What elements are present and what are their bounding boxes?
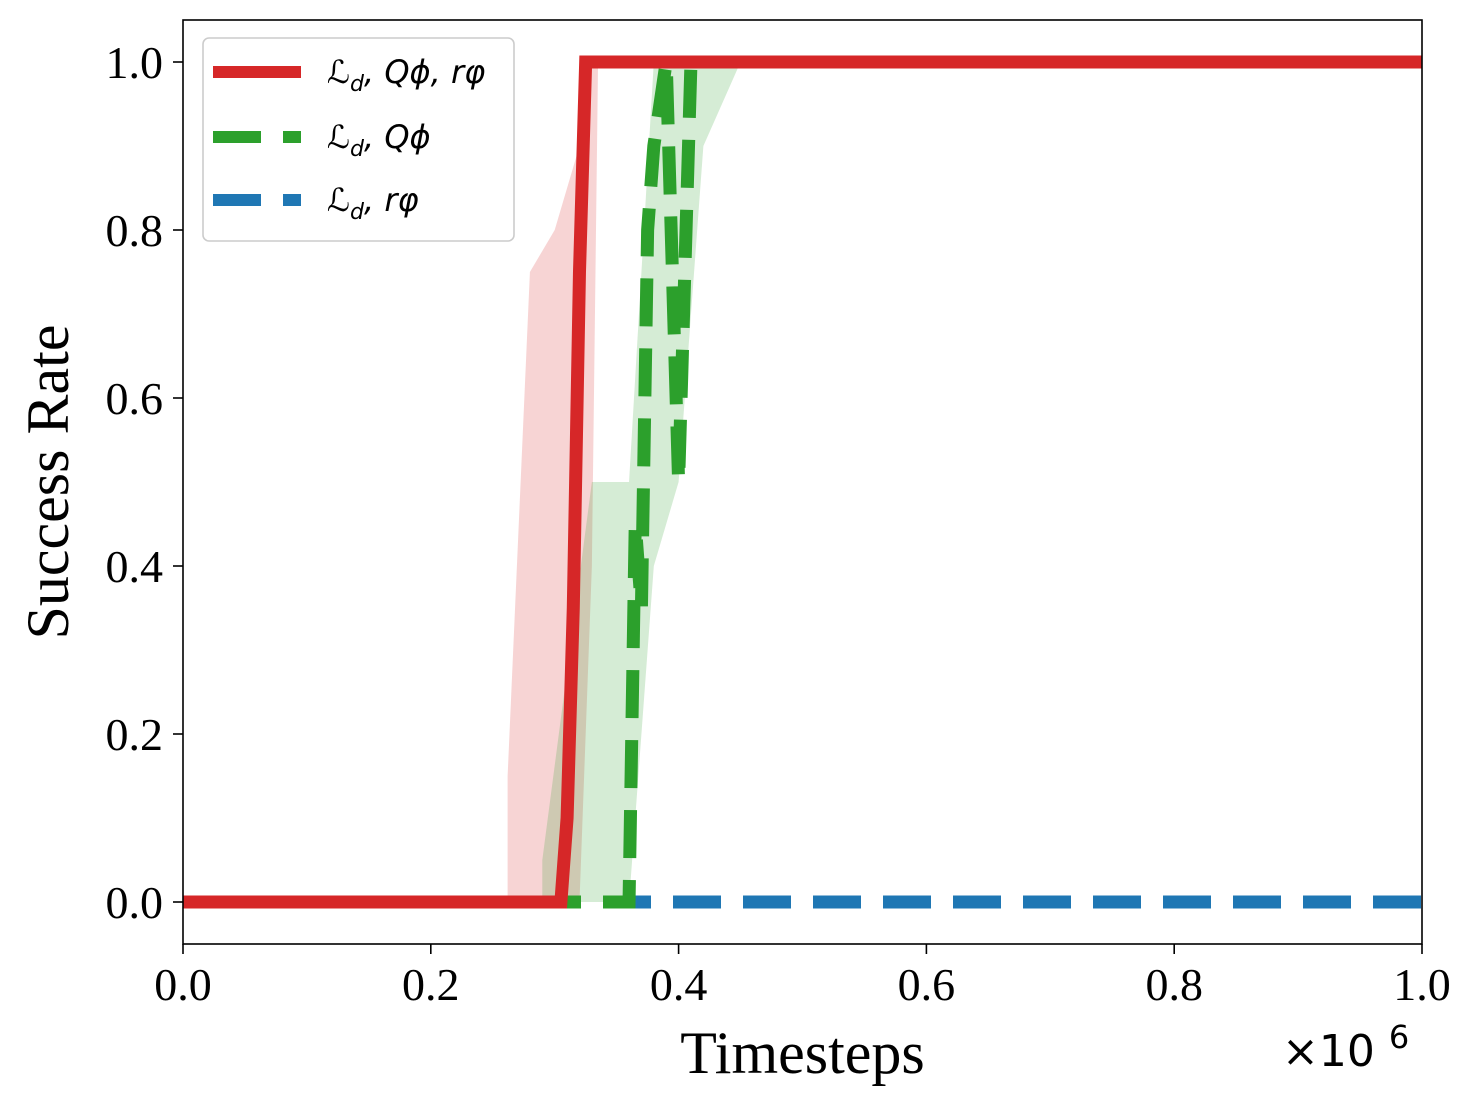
legend-label-1: ℒd, Qϕ	[327, 118, 431, 162]
legend-label-rest: , Qϕ, rφ	[364, 53, 485, 91]
legend-label-0: ℒd, Qϕ, rφ	[327, 53, 485, 97]
x-tick-label: 0.0	[154, 959, 212, 1010]
legend-label-2: ℒd, rφ	[327, 181, 419, 225]
plot-area	[183, 55, 1422, 909]
legend-box	[202, 37, 515, 242]
y-tick-label: 0.6	[106, 373, 164, 424]
legend-label-main: ℒ	[327, 53, 350, 91]
legend-label-main: ℒ	[327, 181, 350, 219]
y-tick-label: 0.8	[106, 205, 164, 256]
legend-label-sub: d	[350, 72, 365, 97]
y-tick-label: 0.2	[106, 709, 164, 760]
y-tick-label: 0.0	[106, 877, 164, 928]
x-axis-offset-exponent: 6	[1389, 1018, 1409, 1056]
series-band-1	[542, 62, 753, 902]
plot-clip-group	[183, 55, 1422, 909]
x-tick-label: 1.0	[1393, 959, 1451, 1010]
legend-label-main: ℒ	[327, 118, 350, 156]
legend-label-sub: d	[350, 200, 365, 225]
x-tick-label: 0.6	[898, 959, 956, 1010]
legend-label-rest: , Qϕ	[364, 118, 431, 156]
series-line-1	[183, 55, 1422, 909]
x-axis-title: Timesteps	[680, 1020, 925, 1086]
x-tick-label: 0.2	[402, 959, 460, 1010]
x-axis-offset-base: ×10	[1282, 1026, 1375, 1077]
x-tick-label: 0.8	[1145, 959, 1203, 1010]
y-tick-label: 1.0	[106, 37, 164, 88]
y-tick-label: 0.4	[106, 541, 164, 592]
legend-label-sub: d	[350, 137, 365, 162]
series-line-0	[183, 55, 1422, 909]
x-axis-offset-label: ×10 6	[1282, 1018, 1409, 1077]
axis-ticks: 0.0 0.2 0.4 0.6 0.8 1.0 0.0 0.2 0.4 0.6 0.8 1.0	[106, 37, 1451, 1010]
x-tick-label: 0.4	[650, 959, 708, 1010]
legend-label-rest: , rφ	[364, 181, 419, 219]
axes-frame	[182, 19, 1423, 945]
y-axis-title: Success Rate	[15, 325, 81, 640]
